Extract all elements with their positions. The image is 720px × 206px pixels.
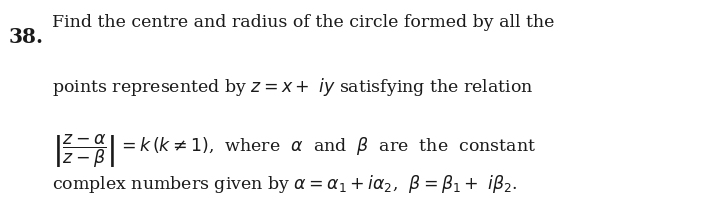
- Text: Find the centre and radius of the circle formed by all the: Find the centre and radius of the circle…: [52, 14, 554, 31]
- Text: complex numbers given by $\alpha = \alpha_1 + i\alpha_2$,  $\beta = \beta_1 +\ i: complex numbers given by $\alpha = \alph…: [52, 172, 518, 194]
- Text: 38.: 38.: [9, 27, 44, 47]
- Text: points represented by $z = x +$ $iy$ satisfying the relation: points represented by $z = x +$ $iy$ sat…: [52, 75, 534, 97]
- Text: $\left|\dfrac{z-\alpha}{z-\beta}\right| = k\,(k\neq1)$,  where  $\alpha$  and  $: $\left|\dfrac{z-\alpha}{z-\beta}\right| …: [52, 132, 536, 169]
